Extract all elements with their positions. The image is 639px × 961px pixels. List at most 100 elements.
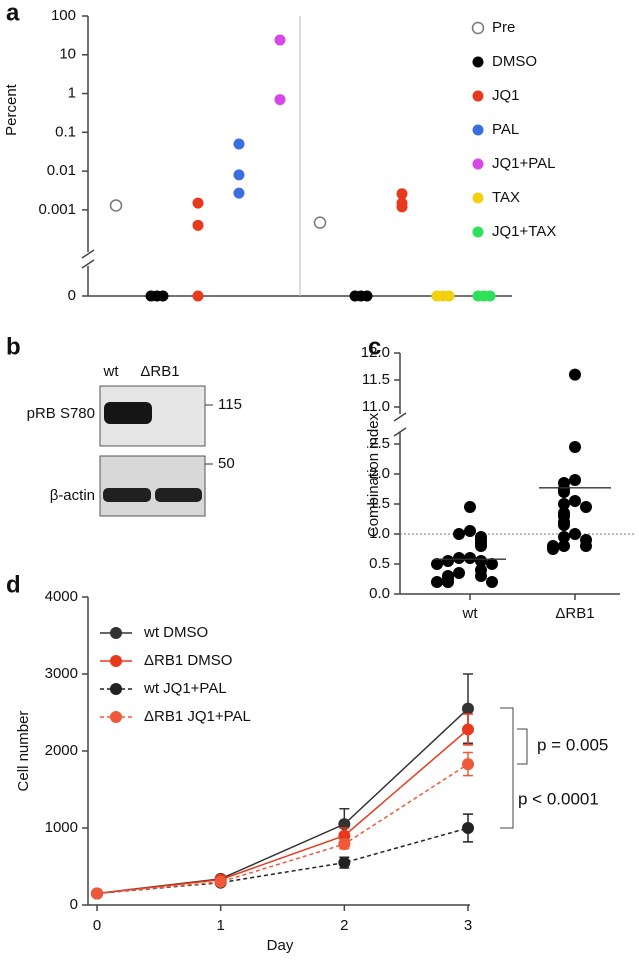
legend-label: ΔRB1 DMSO bbox=[144, 652, 232, 669]
x-tick-label: ΔRB1 bbox=[555, 605, 594, 622]
data-point bbox=[192, 290, 204, 302]
band-label: β-actin bbox=[50, 487, 95, 504]
series-line bbox=[96, 728, 469, 895]
panel-label: b bbox=[6, 333, 21, 360]
data-point bbox=[396, 197, 408, 209]
legend-marker bbox=[472, 124, 484, 136]
data-point bbox=[558, 519, 570, 531]
legend-label: TAX bbox=[492, 189, 520, 206]
y-tick-label: 1 bbox=[68, 85, 76, 102]
data-point bbox=[569, 474, 581, 486]
blot-box bbox=[99, 455, 206, 517]
x-tick-label: 1 bbox=[216, 917, 224, 934]
series-line bbox=[96, 763, 469, 895]
y-tick-label: 11.0 bbox=[362, 398, 390, 415]
significance-bracket bbox=[517, 728, 528, 765]
data-point bbox=[547, 543, 559, 555]
x-axis-label: Day bbox=[267, 937, 294, 954]
data-point bbox=[453, 528, 465, 540]
y-tick-label: 10 bbox=[59, 46, 76, 63]
legend-marker bbox=[110, 683, 122, 695]
legend-marker bbox=[472, 158, 484, 170]
x-tick-label: wt bbox=[462, 605, 479, 622]
data-point bbox=[558, 531, 570, 543]
legend-marker bbox=[472, 90, 484, 102]
legend-label: PAL bbox=[492, 121, 519, 138]
data-point bbox=[157, 290, 169, 302]
y-tick-label: 4000 bbox=[45, 588, 78, 605]
legend-label: JQ1 bbox=[492, 87, 520, 104]
y-axis-label: Percent bbox=[3, 83, 20, 136]
y-axis-label: Cell number bbox=[15, 711, 32, 792]
legend-marker bbox=[472, 56, 484, 68]
y-tick-label: 0 bbox=[70, 896, 78, 913]
blot-band bbox=[104, 402, 152, 424]
y-tick-label: 0 bbox=[68, 287, 76, 304]
data-point bbox=[274, 34, 286, 46]
legend-marker bbox=[110, 655, 122, 667]
size-marker: 50 bbox=[218, 455, 235, 472]
data-point bbox=[475, 540, 487, 552]
data-point bbox=[443, 290, 455, 302]
legend-label: wt JQ1+PAL bbox=[143, 680, 227, 697]
data-point bbox=[462, 758, 474, 771]
data-point bbox=[274, 94, 286, 106]
annotation: p = 0.005 bbox=[537, 735, 608, 754]
data-point bbox=[484, 290, 496, 302]
blot-band bbox=[155, 488, 202, 502]
data-point bbox=[569, 368, 581, 381]
data-point bbox=[442, 576, 454, 588]
series-line bbox=[96, 827, 469, 895]
x-tick-label: 0 bbox=[93, 917, 101, 934]
data-point bbox=[580, 501, 592, 513]
y-tick-label: 11.5 bbox=[362, 371, 390, 388]
data-point bbox=[233, 187, 245, 199]
data-point bbox=[338, 829, 351, 842]
x-tick-label: 3 bbox=[464, 917, 472, 934]
data-point bbox=[192, 219, 204, 231]
data-point bbox=[464, 525, 476, 537]
data-point bbox=[558, 540, 570, 552]
lane-label: ΔRB1 bbox=[140, 363, 179, 380]
data-point bbox=[91, 887, 103, 900]
y-tick-label: 12.0 bbox=[361, 344, 390, 361]
panel-label: d bbox=[6, 571, 21, 598]
x-tick-label: 2 bbox=[340, 917, 348, 934]
data-point bbox=[338, 838, 351, 851]
legend-label: DMSO bbox=[492, 53, 537, 70]
data-point bbox=[475, 570, 487, 582]
data-point bbox=[464, 501, 476, 513]
size-marker: 115 bbox=[218, 396, 242, 413]
y-tick-label: 0.1 bbox=[55, 123, 76, 140]
data-point bbox=[569, 528, 581, 540]
data-point bbox=[233, 138, 245, 150]
data-point bbox=[569, 441, 581, 453]
legend-label: JQ1+PAL bbox=[492, 155, 556, 172]
y-tick-label: 1.0 bbox=[369, 525, 390, 542]
y-tick-label: 3000 bbox=[45, 665, 78, 682]
lane-label: wt bbox=[103, 363, 120, 380]
data-point bbox=[233, 169, 245, 181]
data-point bbox=[569, 495, 581, 507]
y-tick-label: 0.01 bbox=[47, 162, 76, 179]
legend-label: Pre bbox=[492, 19, 515, 36]
data-point bbox=[486, 558, 498, 570]
legend-marker bbox=[110, 711, 122, 723]
legend-marker bbox=[472, 192, 484, 204]
data-point bbox=[462, 702, 474, 715]
data-point bbox=[462, 822, 474, 834]
y-tick-label: 1000 bbox=[45, 819, 78, 836]
data-point bbox=[338, 818, 351, 831]
y-axis-label: Combination index bbox=[365, 412, 382, 537]
legend-marker bbox=[110, 627, 122, 639]
data-point bbox=[486, 576, 498, 588]
data-point bbox=[109, 199, 123, 212]
significance-bracket bbox=[500, 707, 514, 829]
data-point bbox=[475, 555, 487, 567]
legend-marker bbox=[472, 226, 484, 238]
data-point bbox=[361, 290, 373, 302]
band-label: pRB S780 bbox=[27, 405, 95, 422]
data-point bbox=[396, 188, 408, 200]
